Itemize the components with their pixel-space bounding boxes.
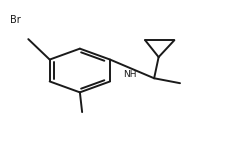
Text: Br: Br	[10, 16, 21, 25]
Text: NH: NH	[123, 70, 137, 79]
